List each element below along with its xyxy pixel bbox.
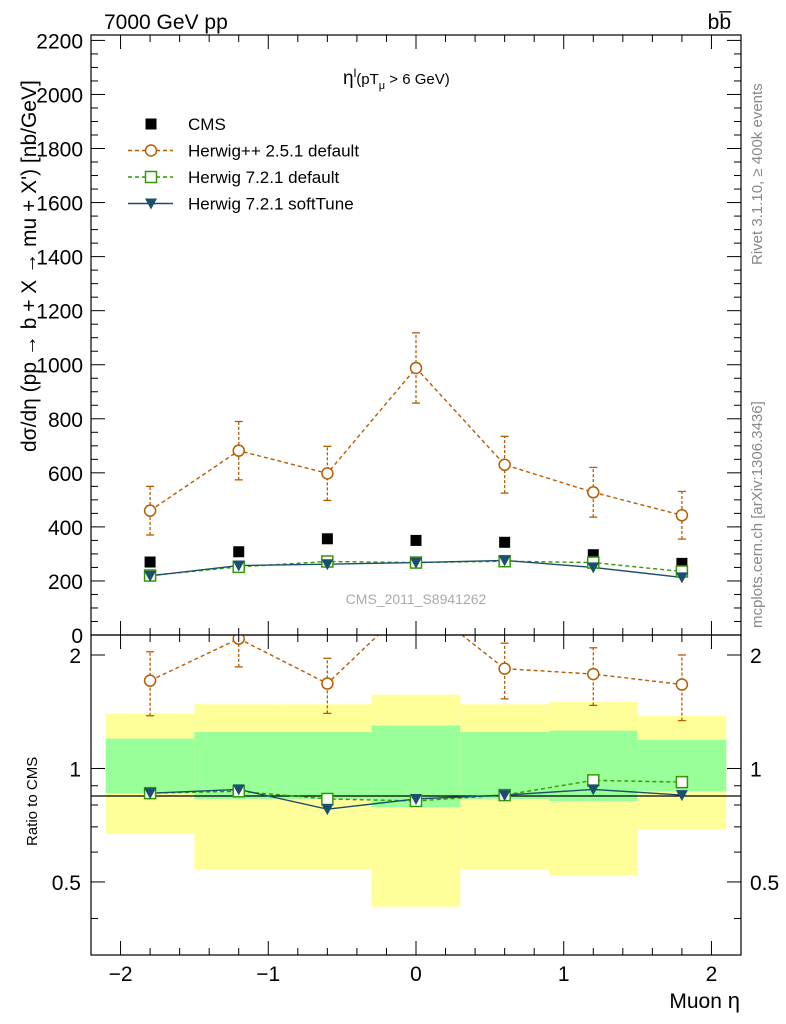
ratio-herwig-7-2-1-softtune-point [144, 788, 157, 800]
herwig-2-5-1-default-point [675, 509, 689, 522]
cms-point [321, 533, 333, 545]
main-panel: 0 200 400 600 800 1000 1200 1400 1600 1800 2000 220… [18, 30, 742, 648]
ratio-band-green [371, 725, 461, 808]
ratio-herwig-2-5-1-default-point [321, 677, 334, 690]
header-left: 7000 GeV pp [104, 11, 228, 34]
cms-point [499, 536, 511, 548]
herwig-7-2-1-softtune-point [675, 572, 688, 584]
herwig-2-5-1-default-point [143, 504, 157, 517]
legend-marker-herwig-7-2-1-softtune [145, 198, 157, 210]
ratio-ytick-label-right: 1 [750, 758, 762, 781]
main-ytick-label: 1400 [36, 247, 83, 270]
ratio-ytick-label-right: 0.5 [750, 872, 779, 895]
ratio-ytick-label: 2 [69, 645, 81, 668]
legend-label-herwig-2-5-1-default: Herwig++ 2.5.1 default [188, 142, 359, 161]
ratio-herwig-7-2-1-default-point [321, 792, 334, 806]
legend: CMS Herwig++ 2.5.1 default Herwig 7.2.1 de… [128, 115, 359, 214]
cms-point [144, 556, 156, 568]
legend-label-cms: CMS [188, 115, 226, 134]
watermark: CMS_2011_S8941262 [346, 591, 487, 607]
legend-marker-herwig-2-5-1-default [144, 144, 158, 157]
ratio-panel: 0.5 0.5 1 1 2 2 −2 −1 0 1 2 Ratio to CMS Muon η [24, 634, 779, 1013]
herwig-7-2-1-softtune-point [232, 560, 245, 572]
ratio-herwig-2-5-1-default-point [498, 662, 511, 675]
legend-label-herwig-7-2-1-default: Herwig 7.2.1 default [188, 168, 339, 187]
main-ytick-label: 800 [48, 409, 83, 432]
ratio-ytick-label: 1 [69, 758, 81, 781]
main-ytick-label: 600 [48, 463, 83, 486]
ratio-herwig-7-2-1-softtune-point [232, 784, 245, 796]
legend-marker-herwig-7-2-1-default [144, 170, 158, 184]
main-ytick-label: 2000 [36, 84, 83, 107]
herwig-2-5-1-default-point [587, 486, 600, 499]
ratio-herwig-7-2-1-softtune-point [587, 784, 600, 796]
rivet-label: Rivet 3.1.10, ≥ 400k events [749, 83, 766, 265]
cms-point [676, 557, 688, 569]
main-ytick-label: 2200 [36, 30, 83, 53]
ratio-herwig-2-5-1-default-point [587, 667, 600, 681]
legend-label-herwig-7-2-1-softtune: Herwig 7.2.1 softTune [188, 195, 354, 214]
herwig-2-5-1-default-point [232, 444, 245, 457]
ratio-xtick-label: 0 [410, 963, 422, 986]
ratio-herwig-7-2-1-softtune-point [410, 793, 422, 805]
ratio-band-green [283, 731, 372, 799]
main-ytick-label: 1600 [36, 193, 83, 216]
herwig-7-2-1-softtune-point [144, 570, 157, 582]
ratio-band-green [460, 731, 549, 799]
ratio-xtick-label: −2 [109, 963, 133, 986]
main-ylabel: dσ/dη (pp → b + X → mu + X') [nb/GeV] [18, 80, 41, 452]
ratio-ylabel: Ratio to CMS [24, 757, 41, 846]
ratio-ytick-label-right: 2 [750, 645, 762, 668]
main-ytick-label: 0 [71, 625, 83, 648]
ratio-herwig-7-2-1-default-point [587, 774, 600, 787]
main-ytick-label: 1800 [36, 139, 83, 162]
herwig-7-2-1-softtune-point [321, 559, 334, 571]
main-ytick-label: 400 [48, 517, 83, 540]
ratio-herwig-7-2-1-softtune-point [321, 804, 334, 816]
herwig-7-2-1-softtune-point [410, 557, 422, 569]
herwig-2-5-1-default-point [321, 467, 334, 480]
ratio-xlabel: Muon η [669, 988, 740, 1013]
ratio-herwig-2-5-1-default-point [675, 678, 689, 691]
ratio-band-green [105, 738, 195, 794]
header-right: bb̅ [708, 11, 733, 34]
main-ytick-label: 1000 [36, 355, 83, 378]
herwig-2-5-1-default-point [409, 361, 423, 375]
herwig-2-5-1-default-line [149, 366, 683, 516]
ratio-herwig-2-5-1-default-point [143, 674, 157, 687]
herwig-2-5-1-default-point [498, 458, 511, 471]
ratio-herwig-7-2-1-default-point [675, 775, 689, 789]
legend-marker-cms [145, 118, 157, 130]
plot-title: ηl(pTμ > 6 GeV) [343, 66, 450, 92]
ratio-herwig-7-2-1-softtune-point [498, 790, 511, 802]
main-ytick-label: 200 [48, 571, 83, 594]
herwig-7-2-1-softtune-point [498, 555, 511, 567]
cms-point [233, 546, 245, 558]
ratio-xtick-label: −1 [256, 963, 280, 986]
cms-point [410, 534, 422, 546]
ratio-xtick-label: 1 [558, 963, 570, 986]
ratio-herwig-7-2-1-softtune-point [675, 790, 688, 802]
ratio-xtick-label: 2 [706, 963, 718, 986]
main-ytick-label: 1200 [36, 301, 83, 324]
ratio-ytick-label: 0.5 [52, 872, 81, 895]
herwig-7-2-1-softtune-point [587, 562, 600, 574]
cms-point [587, 549, 599, 561]
mcplots-label: mcplots.cern.ch [arXiv:1306.3436] [749, 401, 766, 628]
